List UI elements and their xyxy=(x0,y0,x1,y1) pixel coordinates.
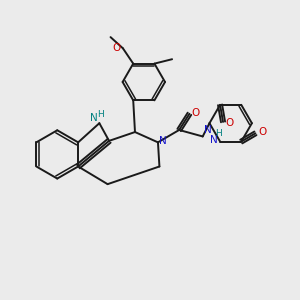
Text: O: O xyxy=(258,128,266,137)
Text: O: O xyxy=(112,43,121,53)
Text: H: H xyxy=(98,110,104,119)
Text: H: H xyxy=(215,129,222,138)
Text: O: O xyxy=(192,108,200,118)
Text: N: N xyxy=(210,135,218,145)
Text: N: N xyxy=(90,113,98,123)
Text: O: O xyxy=(226,118,234,128)
Text: N: N xyxy=(204,125,212,135)
Text: N: N xyxy=(159,136,167,146)
